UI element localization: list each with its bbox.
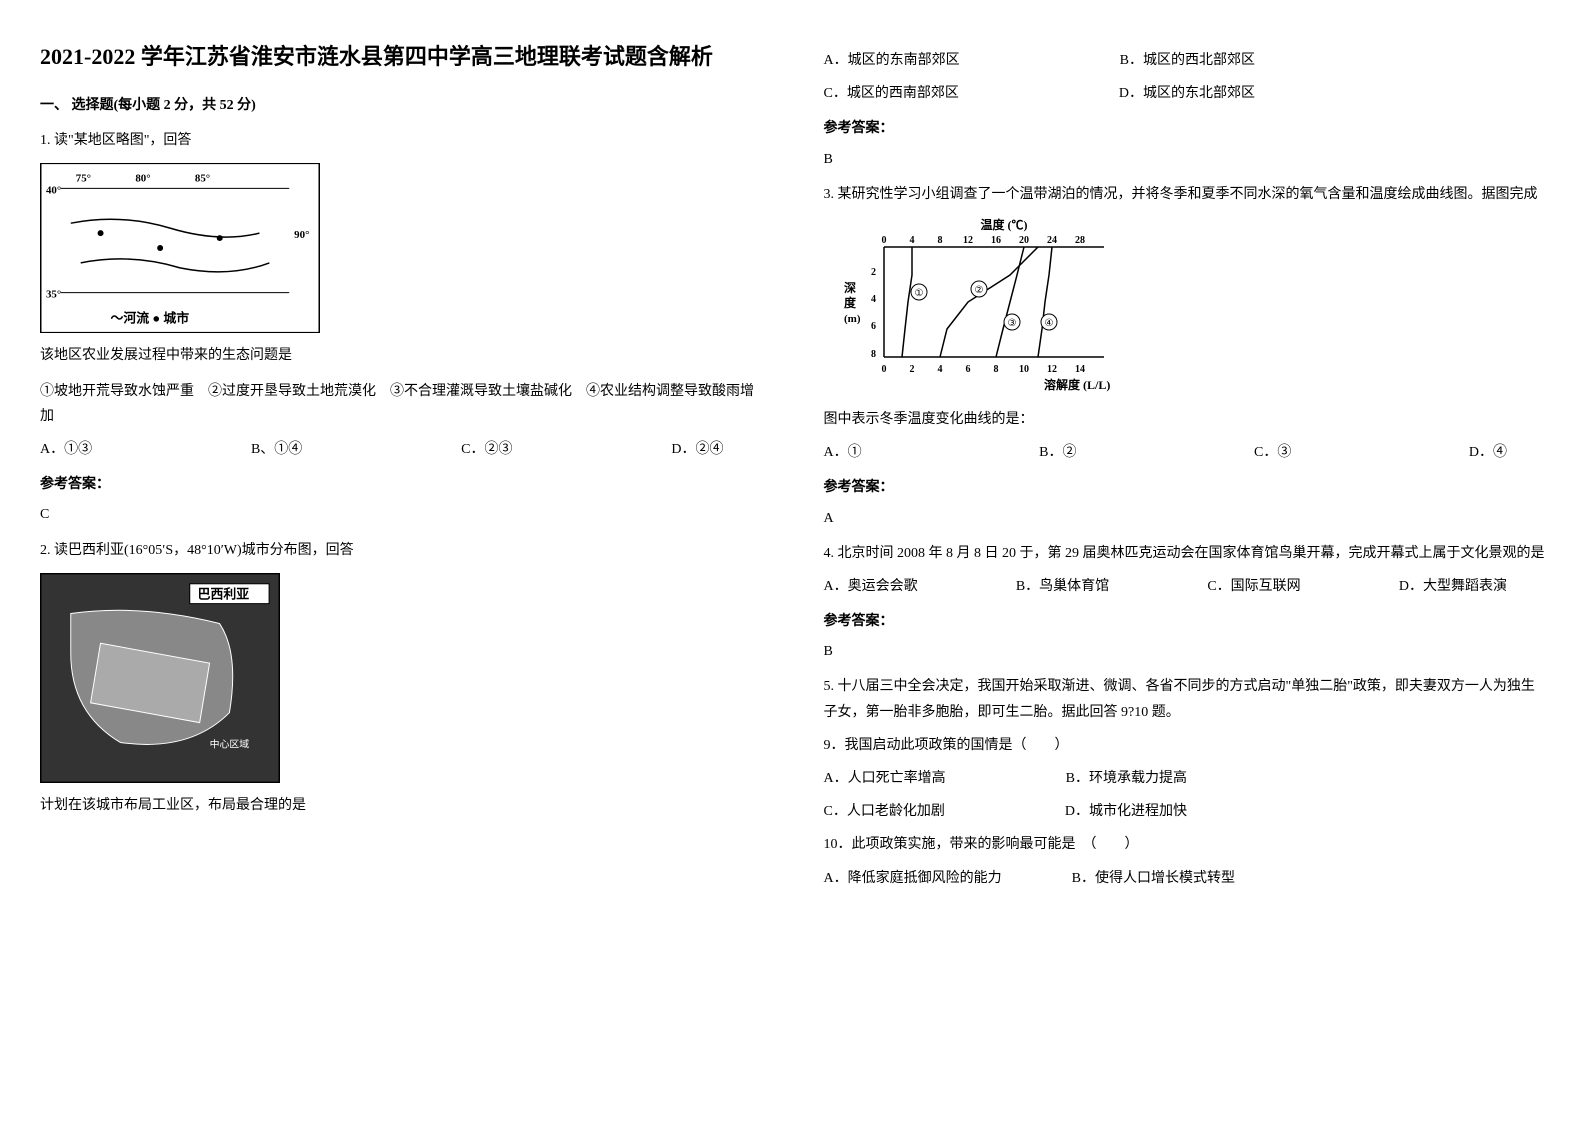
svg-text:4: 4 (871, 294, 876, 305)
q5-sub10-opt-b: B．使得人口增长模式转型 (1072, 866, 1235, 891)
q4-opt-d: D．大型舞蹈表演 (1399, 574, 1507, 599)
q2-opt-a: A．城区的东南部郊区 (824, 48, 960, 73)
q1-opt-a: A．①③ (40, 437, 92, 462)
svg-text:③: ③ (1007, 318, 1016, 329)
q1-answer-label: 参考答案： (40, 472, 764, 497)
svg-text:8: 8 (993, 364, 998, 375)
q3-opt-d: D．④ (1469, 440, 1507, 465)
svg-text:10: 10 (1019, 364, 1029, 375)
svg-text:90°: 90° (294, 229, 309, 241)
q2-opt-b: B．城区的西北部郊区 (1120, 48, 1255, 73)
q2-answer: B (824, 147, 1548, 172)
svg-text:16: 16 (991, 235, 1001, 246)
q4-prompt: 4. 北京时间 2008 年 8 月 8 日 20 于，第 29 届奥林匹克运动… (824, 541, 1548, 566)
exam-title: 2021-2022 学年江苏省淮安市涟水县第四中学高三地理联考试题含解析 (40, 40, 764, 73)
svg-text:8: 8 (871, 349, 876, 360)
q2-opt-d: D．城区的东北部郊区 (1119, 81, 1255, 106)
q4-opt-b: B．鸟巢体育馆 (1016, 574, 1109, 599)
q1-body: 该地区农业发展过程中带来的生态问题是 (40, 343, 764, 368)
chart-x2label: 溶解度 (L/L) (1044, 377, 1110, 392)
svg-text:②: ② (974, 285, 983, 296)
q4-answer-label: 参考答案： (824, 609, 1548, 634)
svg-text:度: 度 (844, 295, 857, 310)
svg-text:④: ④ (1044, 318, 1053, 329)
q5-sub9-opt-d: D．城市化进程加快 (1065, 799, 1187, 824)
q5-sub9-opt-b: B．环境承载力提高 (1066, 766, 1187, 791)
q3-opt-b: B．② (1039, 440, 1076, 465)
q5-sub9-opt-a: A．人口死亡率增高 (824, 766, 946, 791)
q3-answer: A (824, 506, 1548, 531)
q4-opt-a: A．奥运会会歌 (824, 574, 918, 599)
svg-text:2: 2 (909, 364, 914, 375)
svg-text:中心区域: 中心区域 (210, 737, 250, 750)
q5-sub10-opt-a: A．降低家庭抵御风险的能力 (824, 866, 1002, 891)
q2-opt-c: C．城区的西南部郊区 (824, 81, 959, 106)
q2-body: 计划在该城市布局工业区，布局最合理的是 (40, 793, 764, 818)
chart-ylabel1: 深 (844, 280, 856, 295)
q5-sub10: 10．此项政策实施，带来的影响最可能是 （ ） (824, 832, 1548, 857)
q3-body: 图中表示冬季温度变化曲线的是： (824, 407, 1548, 432)
svg-text:20: 20 (1019, 235, 1029, 246)
svg-text:14: 14 (1075, 364, 1085, 375)
q1-prompt: 1. 读"某地区略图"，回答 (40, 128, 764, 153)
q1-answer: C (40, 502, 764, 527)
q1-opt-d: D．②④ (671, 437, 723, 462)
q5-sub9-opt-c: C．人口老龄化加剧 (824, 799, 945, 824)
svg-text:巴西利亚: 巴西利亚 (198, 586, 250, 601)
q2-answer-label: 参考答案： (824, 116, 1548, 141)
svg-text:12: 12 (1047, 364, 1057, 375)
q3-opt-a: A．① (824, 440, 862, 465)
q4-answer: B (824, 639, 1548, 664)
q3-prompt: 3. 某研究性学习小组调查了一个温带湖泊的情况，并将冬季和夏季不同水深的氧气含量… (824, 182, 1548, 207)
svg-text:4: 4 (937, 364, 942, 375)
q3-opt-c: C．③ (1254, 440, 1291, 465)
svg-text:8: 8 (937, 235, 942, 246)
svg-text:28: 28 (1075, 235, 1085, 246)
svg-text:2: 2 (871, 267, 876, 278)
svg-text:35°: 35° (46, 289, 61, 301)
q2-prompt: 2. 读巴西利亚(16°05′S，48°10′W)城市分布图，回答 (40, 538, 764, 563)
svg-text:4: 4 (909, 235, 914, 246)
q1-opt-b: B、①④ (251, 437, 302, 462)
q5-prompt: 5. 十八届三中全会决定，我国开始采取渐进、微调、各省不同步的方式启动"单独二胎… (824, 674, 1548, 724)
q1-statements: ①坡地开荒导致水蚀严重 ②过度开垦导致土地荒漠化 ③不合理灌溉导致土壤盐碱化 ④… (40, 379, 764, 429)
svg-text:(m): (m) (844, 313, 861, 325)
svg-text:6: 6 (871, 321, 876, 332)
q1-map-figure: 75° 80° 85° 40° 90° 35° 〜河流 ● 城市 (40, 163, 320, 333)
svg-text:〜河流 ● 城市: 〜河流 ● 城市 (111, 311, 190, 326)
q3-chart: 温度 (℃) 0 4 8 12 16 20 24 28 2 4 6 8 深 度 … (824, 217, 1144, 397)
chart-xlabel: 温度 (℃) (980, 217, 1027, 232)
q1-opt-c: C．②③ (461, 437, 512, 462)
svg-text:①: ① (914, 288, 923, 299)
svg-text:24: 24 (1047, 235, 1057, 246)
svg-text:40°: 40° (46, 185, 61, 197)
svg-text:0: 0 (881, 235, 886, 246)
q2-city-figure: 巴西利亚 中心区域 (40, 573, 280, 783)
q3-answer-label: 参考答案： (824, 475, 1548, 500)
svg-text:0: 0 (881, 364, 886, 375)
svg-text:75°: 75° (76, 173, 91, 185)
section-header: 一、 选择题(每小题 2 分，共 52 分) (40, 93, 764, 118)
q4-opt-c: C．国际互联网 (1207, 574, 1300, 599)
q5-sub9: 9．我国启动此项政策的国情是（ ） (824, 733, 1548, 758)
svg-text:6: 6 (965, 364, 970, 375)
svg-text:80°: 80° (135, 173, 150, 185)
svg-text:12: 12 (963, 235, 973, 246)
svg-text:85°: 85° (195, 173, 210, 185)
